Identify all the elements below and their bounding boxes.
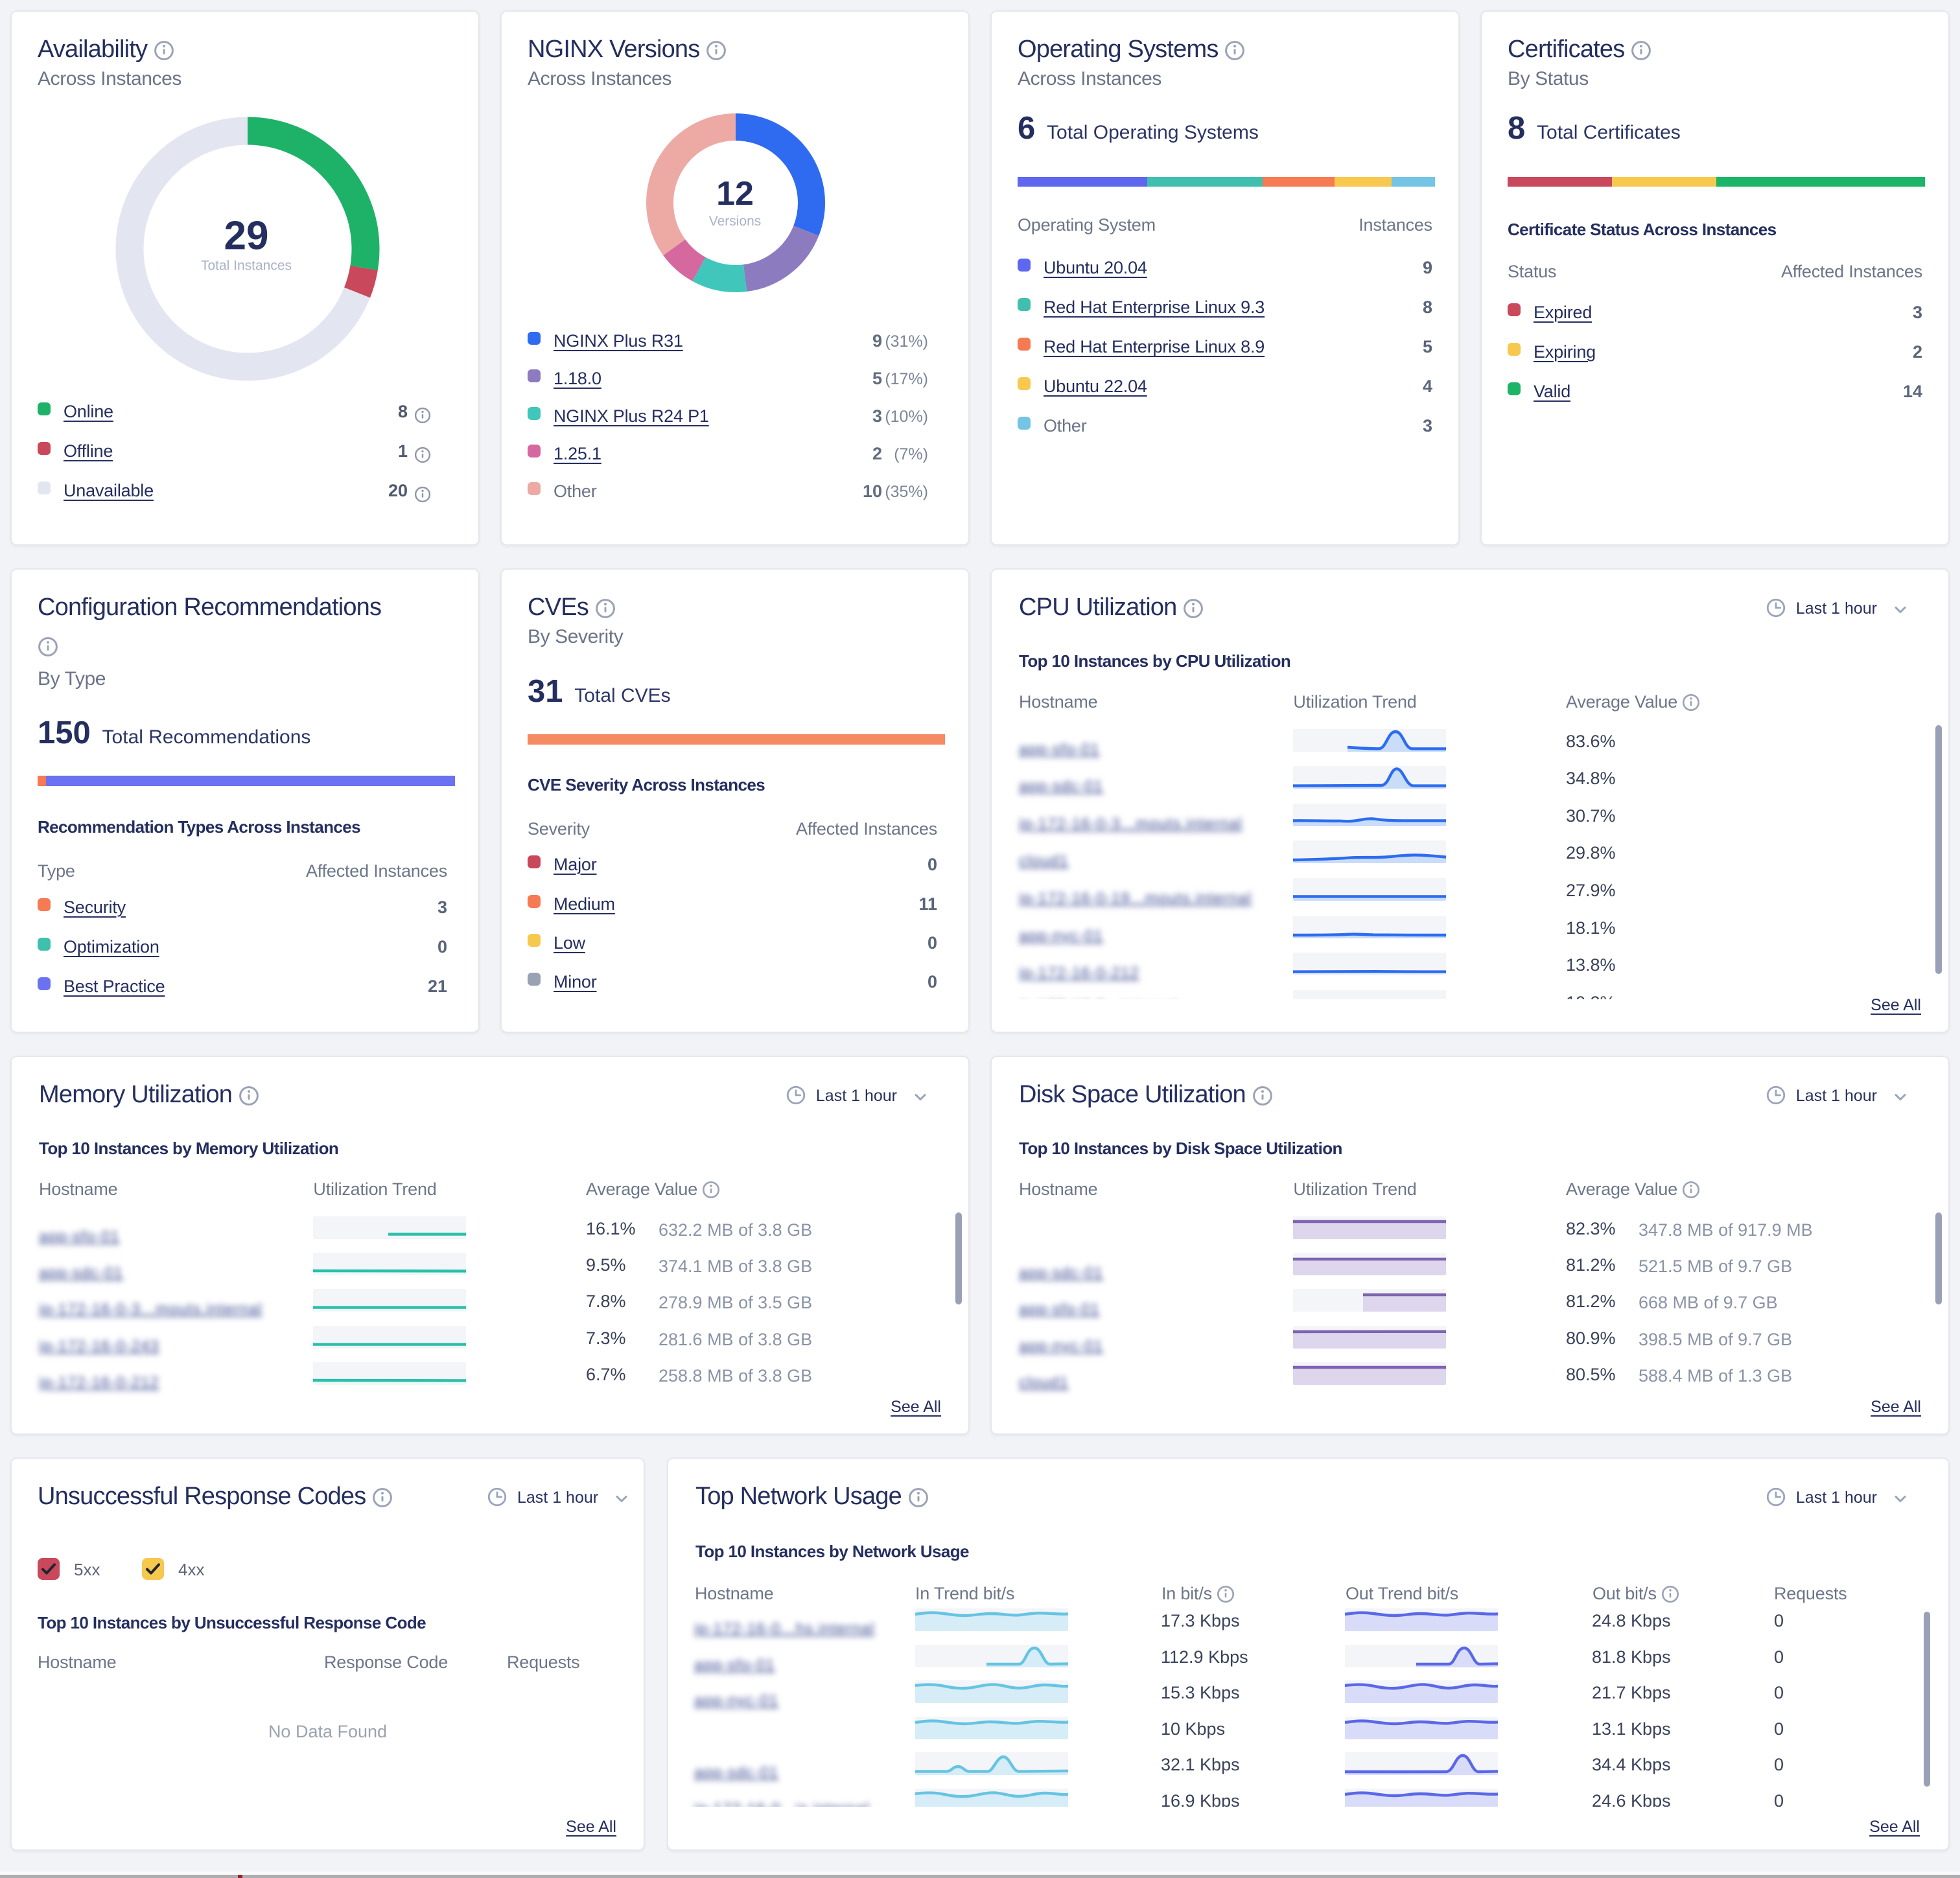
svg-text:12: 12 bbox=[716, 175, 754, 213]
svg-text:Total Instances: Total Instances bbox=[201, 259, 292, 273]
svg-text:Versions: Versions bbox=[709, 214, 762, 229]
svg-text:29: 29 bbox=[224, 214, 269, 259]
